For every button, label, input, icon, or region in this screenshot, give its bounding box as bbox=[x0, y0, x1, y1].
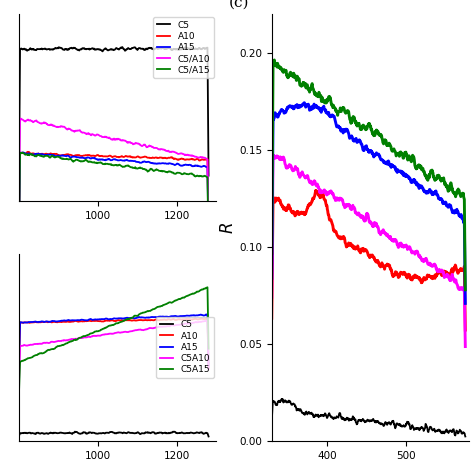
Y-axis label: R: R bbox=[218, 222, 236, 233]
Legend: C5, A10, A15, C5A10, C5A15: C5, A10, A15, C5A10, C5A15 bbox=[156, 317, 214, 378]
Legend: C5, A10, A15, C5/A10, C5/A15: C5, A10, A15, C5/A10, C5/A15 bbox=[153, 17, 214, 78]
Text: (c): (c) bbox=[228, 0, 249, 10]
